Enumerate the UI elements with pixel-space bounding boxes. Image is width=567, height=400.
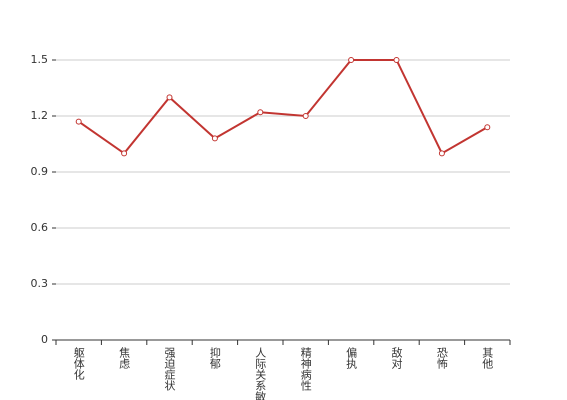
x-tick-label: 其他 — [481, 347, 494, 369]
point — [484, 124, 491, 131]
y-tick-label: 0 — [41, 333, 48, 346]
point — [257, 109, 264, 116]
x-tick-label: 精神病性 — [299, 347, 312, 392]
y-tick-label: 1.5 — [31, 53, 49, 66]
point — [211, 135, 218, 142]
x-tick-label: 人际关系敏感 — [254, 347, 267, 400]
y-tick-label: 0.3 — [31, 277, 49, 290]
y-tick-label: 0.6 — [31, 221, 49, 234]
point — [75, 118, 82, 125]
point — [302, 113, 309, 119]
point — [121, 150, 128, 157]
x-tick-label: 恐怖 — [435, 347, 448, 369]
y-tick-label: 1.2 — [31, 109, 49, 122]
point — [393, 57, 400, 63]
x-tick-label: 焦虑 — [118, 347, 131, 369]
point — [348, 57, 355, 63]
point — [438, 150, 445, 157]
point — [166, 94, 173, 101]
x-tick-label: 抑郁 — [208, 346, 221, 369]
y-tick-label: 0.9 — [31, 165, 49, 178]
x-tick-label: 躯体化 — [72, 347, 85, 381]
x-tick-label: 偏执 — [345, 346, 358, 370]
x-tick-label: 强迫症状 — [163, 347, 176, 391]
line — [78, 59, 488, 155]
x-tick-label: 敌对 — [390, 346, 403, 369]
